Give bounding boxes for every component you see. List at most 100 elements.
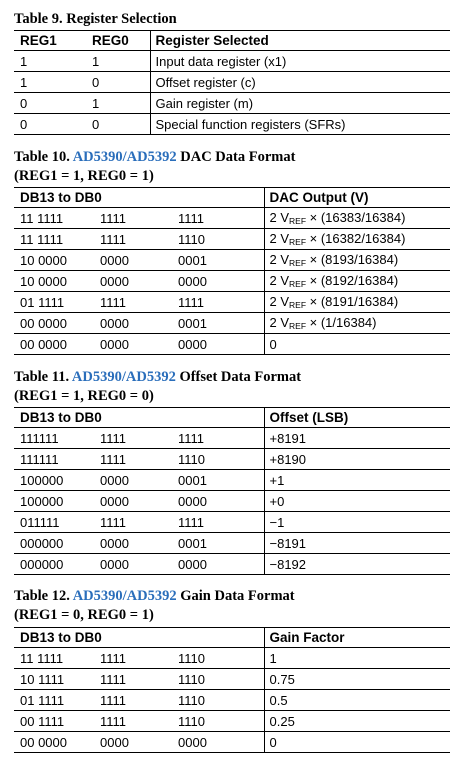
times-symbol: ×	[306, 231, 321, 246]
table-cell: 11 1111	[14, 207, 94, 229]
table-cell: 011111	[14, 511, 94, 533]
table-cell: Special function registers (SFRs)	[149, 113, 450, 135]
table-row: 00 0000 0000 0000 0	[14, 731, 450, 753]
table-cell: 2 VREF × (8193/16384)	[263, 249, 450, 271]
table-cell: −8192	[263, 553, 450, 575]
table-cell: 00 0000	[14, 333, 94, 355]
table-cell: 0	[263, 333, 450, 355]
table10-dac-data-format: DB13 to DB0 DAC Output (V) 11 1111 1111 11…	[14, 187, 450, 355]
times-symbol: ×	[306, 252, 321, 267]
table11-caption-prefix: Table 11.	[14, 369, 70, 385]
table-cell: 0000	[94, 249, 172, 271]
table-cell: 1111	[94, 647, 172, 669]
table-cell: 0.25	[263, 710, 450, 732]
table-row: 0 1 Gain register (m)	[14, 92, 450, 114]
table-cell: −8191	[263, 532, 450, 554]
table-cell: 0001	[172, 532, 264, 554]
table9-caption: Table 9. Register Selection	[14, 11, 177, 27]
table-cell: 0	[86, 113, 150, 135]
table-cell: +8191	[263, 427, 450, 449]
table-cell: 01 1111	[14, 291, 94, 313]
table-cell: 1110	[172, 647, 264, 669]
vref-subscript: REF	[289, 237, 307, 247]
table-cell: 0000	[94, 490, 172, 512]
table-cell: 0000	[172, 490, 264, 512]
table-cell: 1111	[172, 511, 264, 533]
table12-caption-line2: (REG1 = 0, REG0 = 1)	[14, 607, 154, 623]
table9-register-selection: REG1 REG0 Register Selected 1 1 Input data…	[14, 30, 450, 135]
table-row: 00 1111 1111 1110 0.25	[14, 710, 450, 732]
vref-prefix: 2 V	[269, 252, 290, 267]
table-cell: 0.75	[263, 668, 450, 690]
table-row: 00 0000 0000 0000 0	[14, 333, 450, 355]
table-cell: 1	[14, 50, 86, 72]
table-row: 10 0000 0000 0000 2 VREF × (8192/16384)	[14, 270, 450, 292]
table-cell: 1	[86, 50, 150, 72]
table11-caption: Table 11. AD5390/AD5392 Offset Data Form…	[14, 368, 301, 406]
times-symbol: ×	[306, 210, 321, 225]
table-cell: +0	[263, 490, 450, 512]
table-row: 10 0000 0000 0001 2 VREF × (8193/16384)	[14, 249, 450, 271]
table11-part-link[interactable]: AD5390/AD5392	[71, 369, 176, 385]
table-cell: 0	[14, 113, 86, 135]
table-cell: 0001	[172, 469, 264, 491]
table-cell: Gain register (m)	[149, 92, 450, 114]
table-cell: 10 1111	[14, 668, 94, 690]
table-cell: 11 1111	[14, 228, 94, 250]
table10-header-dac-output: DAC Output (V)	[263, 187, 450, 208]
table-cell: 0000	[94, 312, 172, 334]
table11-header-row: DB13 to DB0 Offset (LSB)	[14, 407, 450, 428]
vref-prefix: 2 V	[269, 231, 290, 246]
table-row: 000000 0000 0001 −8191	[14, 532, 450, 554]
vref-prefix: 2 V	[269, 315, 290, 330]
table-cell: +8190	[263, 448, 450, 470]
table-cell: 00 1111	[14, 710, 94, 732]
vref-subscript: REF	[289, 321, 307, 331]
table12-header-row: DB13 to DB0 Gain Factor	[14, 627, 450, 648]
table-cell: 0000	[172, 270, 264, 292]
table10-caption-prefix: Table 10.	[14, 149, 70, 165]
table12-caption-suffix: Gain Data Format	[180, 588, 295, 604]
table-cell: 0	[86, 71, 150, 93]
table-cell: 1	[86, 92, 150, 114]
table-cell: 0000	[172, 333, 264, 355]
ratio-value: (1/16384)	[320, 315, 377, 330]
table-cell: 1110	[172, 668, 264, 690]
table-cell: 0.5	[263, 689, 450, 711]
table9-header-register-selected: Register Selected	[149, 30, 450, 51]
table-row: 01 1111 1111 1111 2 VREF × (8191/16384)	[14, 291, 450, 313]
ratio-value: (8193/16384)	[320, 252, 399, 267]
table10-part-link[interactable]: AD5390/AD5392	[72, 149, 177, 165]
table-cell: 01 1111	[14, 689, 94, 711]
table-cell: 0	[263, 731, 450, 753]
table-cell: +1	[263, 469, 450, 491]
table-cell: 2 VREF × (16383/16384)	[263, 207, 450, 229]
table10-header-row: DB13 to DB0 DAC Output (V)	[14, 187, 450, 208]
vref-subscript: REF	[289, 258, 307, 268]
table10-caption-line2: (REG1 = 1, REG0 = 1)	[14, 168, 154, 184]
table-row: 01 1111 1111 1110 0.5	[14, 689, 450, 711]
table-row: 11 1111 1111 1110 2 VREF × (16382/16384)	[14, 228, 450, 250]
table12-part-link[interactable]: AD5390/AD5392	[72, 588, 177, 604]
ratio-value: (8192/16384)	[320, 273, 399, 288]
table-row: 100000 0000 0000 +0	[14, 490, 450, 512]
table-cell: 0001	[172, 312, 264, 334]
table-row: 1 1 Input data register (x1)	[14, 50, 450, 72]
table9-body: 1 1 Input data register (x1) 1 0 Offset regis…	[14, 50, 450, 135]
table-cell: 1110	[172, 228, 264, 250]
table-cell: −1	[263, 511, 450, 533]
table-cell: 1111	[94, 689, 172, 711]
table-cell: 1111	[94, 710, 172, 732]
table-row: 11 1111 1111 1110 1	[14, 647, 450, 669]
table-cell: 1110	[172, 689, 264, 711]
table-cell: 0	[14, 92, 86, 114]
table-cell: 1	[14, 71, 86, 93]
table-cell: 0000	[94, 469, 172, 491]
table-cell: 2 VREF × (1/16384)	[263, 312, 450, 334]
table-cell: Offset register (c)	[149, 71, 450, 93]
table12-header-bits: DB13 to DB0	[14, 627, 264, 648]
table-row: 111111 1111 1110 +8190	[14, 448, 450, 470]
table-row: 00 0000 0000 0001 2 VREF × (1/16384)	[14, 312, 450, 334]
table-row: 0 0 Special function registers (SFRs)	[14, 113, 450, 135]
table-cell: 100000	[14, 490, 94, 512]
